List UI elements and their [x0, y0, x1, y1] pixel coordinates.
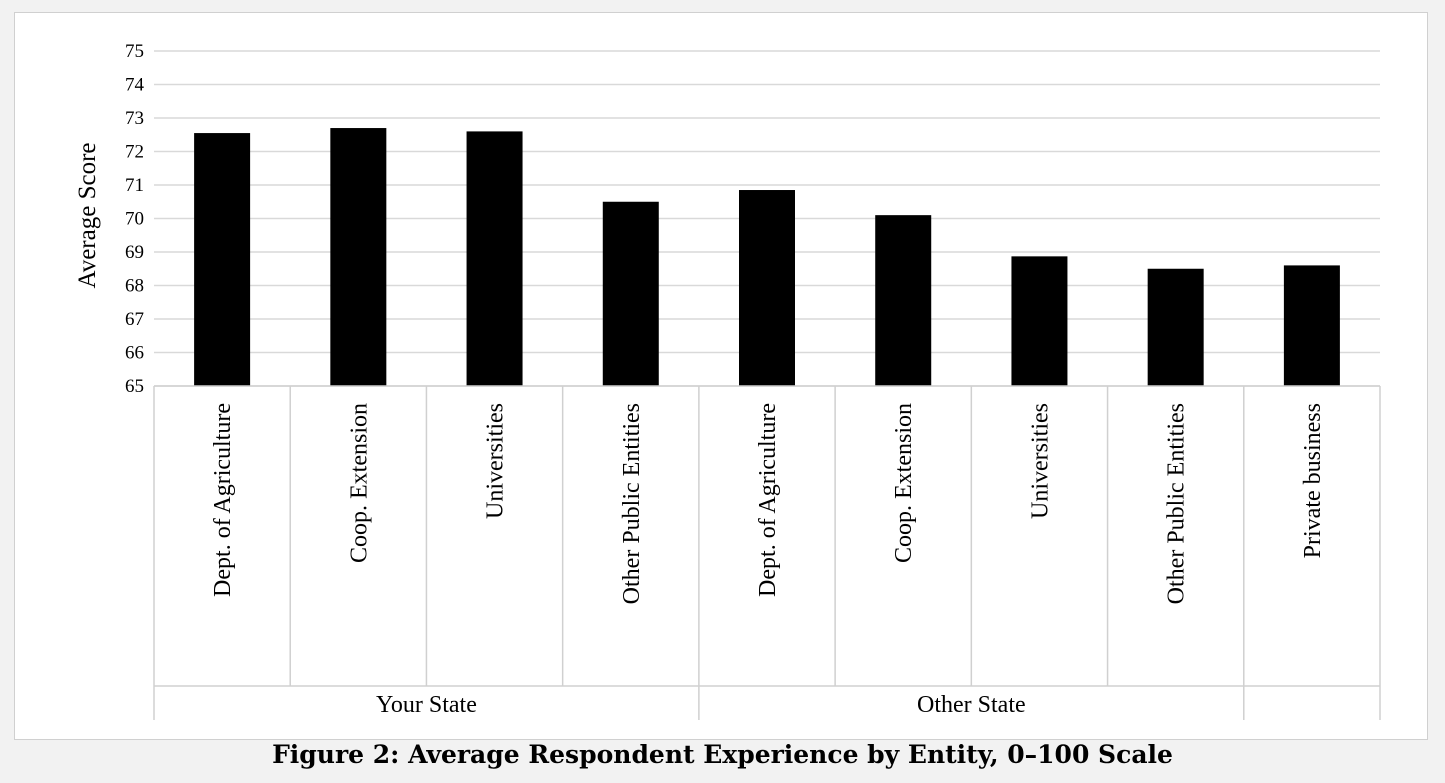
bar	[330, 128, 387, 387]
bar	[194, 133, 251, 386]
y-tick-label: 66	[125, 343, 144, 364]
axes	[153, 385, 1381, 720]
x-category-label: Dept. of Agriculture	[755, 403, 781, 597]
x-group-label: Other State	[917, 692, 1026, 718]
x-category-label: Dept. of Agriculture	[210, 403, 236, 597]
bar	[875, 215, 932, 386]
x-category-label: Universities	[483, 403, 509, 519]
bars	[194, 128, 1340, 387]
bar	[466, 131, 523, 386]
x-category-label: Coop. Extension	[346, 403, 372, 563]
y-tick-label: 73	[125, 108, 144, 129]
figure-caption: Figure 2: Average Respondent Experience …	[272, 740, 1173, 769]
bar-chart: 65 66 67 68 69 70 71 72 73 74 75 Average Score Dept.…	[74, 41, 1381, 720]
y-tick-label: 69	[125, 242, 144, 263]
y-tick-label: 72	[125, 142, 144, 163]
y-tick-label: 70	[125, 209, 144, 230]
axis-labels: 65 66 67 68 69 70 71 72 73 74 75 Average Score Dept.…	[74, 41, 1326, 718]
y-tick-label: 67	[125, 309, 144, 330]
bar	[739, 190, 795, 386]
bar	[1147, 268, 1204, 386]
x-group-label: Your State	[376, 692, 477, 718]
x-category-label: Universities	[1027, 403, 1053, 519]
x-category-label: Private business	[1300, 403, 1326, 558]
bar	[602, 201, 659, 386]
y-tick-label: 65	[125, 376, 144, 397]
bar	[1283, 265, 1340, 386]
y-tick-label: 68	[125, 276, 144, 297]
x-category-label: Other Public Entities	[1164, 403, 1190, 604]
y-tick-label: 74	[125, 75, 145, 96]
x-category-label: Coop. Extension	[891, 403, 917, 563]
y-tick-label: 75	[125, 41, 144, 62]
x-category-label: Other Public Entities	[619, 403, 645, 604]
y-axis-title: Average Score	[74, 143, 101, 289]
bar	[1011, 256, 1068, 386]
y-tick-label: 71	[125, 175, 144, 196]
